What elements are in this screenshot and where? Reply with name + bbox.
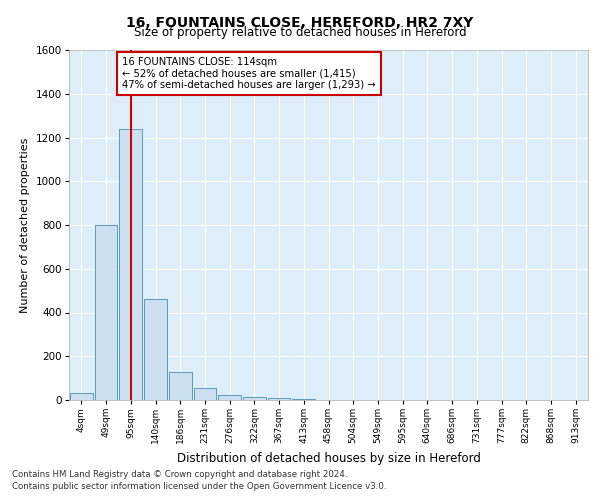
Bar (95, 225, 118, 400)
Y-axis label: Number of detached properties: Number of detached properties (20, 138, 30, 312)
Text: 16 FOUNTAINS CLOSE: 114sqm
← 52% of detached houses are smaller (1,415)
47% of s: 16 FOUNTAINS CLOSE: 114sqm ← 52% of deta… (122, 56, 376, 90)
Text: Contains public sector information licensed under the Open Government Licence v3: Contains public sector information licen… (12, 482, 386, 491)
Text: 16, FOUNTAINS CLOSE, HEREFORD, HR2 7XY: 16, FOUNTAINS CLOSE, HEREFORD, HR2 7XY (127, 16, 473, 30)
Bar (268, 398, 290, 400)
Bar (194, 388, 216, 400)
Bar (70, 394, 93, 400)
Bar (144, 300, 167, 400)
Text: Size of property relative to detached houses in Hereford: Size of property relative to detached ho… (134, 26, 466, 39)
X-axis label: Distribution of detached houses by size in Hereford: Distribution of detached houses by size … (176, 452, 481, 464)
Bar (243, 396, 266, 400)
Bar (169, 372, 191, 400)
Bar (218, 394, 241, 400)
Text: Contains HM Land Registry data © Crown copyright and database right 2024.: Contains HM Land Registry data © Crown c… (12, 470, 347, 479)
Bar (119, 129, 142, 400)
Bar (292, 399, 315, 400)
